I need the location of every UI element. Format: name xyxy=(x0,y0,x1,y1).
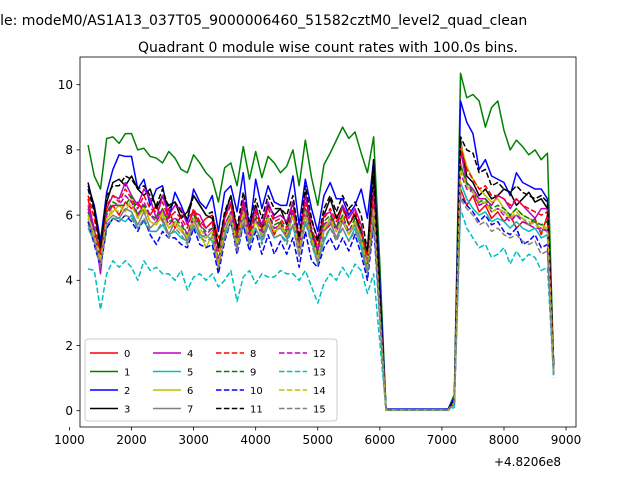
series-lines xyxy=(87,72,555,412)
series-line-2 xyxy=(87,100,555,410)
y-tick-label: 10 xyxy=(58,78,73,92)
x-tick-label: 3000 xyxy=(178,433,209,447)
series-line-11 xyxy=(87,136,555,411)
legend-label-12: 12 xyxy=(313,349,326,360)
series-line-14 xyxy=(87,168,555,411)
y-tick-label: 6 xyxy=(65,208,73,222)
series-line-12 xyxy=(87,171,555,411)
series-line-3 xyxy=(87,139,555,411)
legend-label-11: 11 xyxy=(250,404,263,415)
x-tick-label: 1000 xyxy=(54,433,85,447)
legend-label-5: 5 xyxy=(187,367,193,378)
y-tick-label: 8 xyxy=(65,143,73,157)
x-tick-label: 8000 xyxy=(489,433,520,447)
legend-label-7: 7 xyxy=(187,404,193,415)
legend-label-9: 9 xyxy=(250,367,256,378)
x-tick-label: 2000 xyxy=(116,433,147,447)
axes-frame xyxy=(79,56,577,428)
x-tick-label: 5000 xyxy=(302,433,333,447)
legend-label-4: 4 xyxy=(187,349,193,360)
legend-label-6: 6 xyxy=(187,386,193,397)
x-tick-label: 9000 xyxy=(551,433,582,447)
series-line-10 xyxy=(87,194,555,411)
x-tick-label: 7000 xyxy=(427,433,458,447)
y-tick-label: 2 xyxy=(65,339,73,353)
y-tick-label: 0 xyxy=(65,404,73,418)
series-line-1 xyxy=(87,72,555,410)
legend-label-2: 2 xyxy=(124,386,130,397)
chart-title: Quadrant 0 module wise count rates with … xyxy=(138,40,518,56)
legend-label-8: 8 xyxy=(250,349,256,360)
plot-area: 1000 2000 3000 4000 5000 6000 7000 8000 9000 0 2 4 6… xyxy=(54,56,582,447)
x-axis-offset-label: +4.8206e8 xyxy=(494,455,561,469)
series-line-13 xyxy=(87,207,555,412)
legend-label-3: 3 xyxy=(124,404,130,415)
series-line-15 xyxy=(87,198,555,411)
legend-frame xyxy=(84,338,338,422)
figure-suptitle: n file: modeM0/AS1A13_037T05_9000006460_… xyxy=(0,13,527,29)
series-line-8 xyxy=(87,145,555,411)
legend-label-1: 1 xyxy=(124,367,130,378)
legend-label-0: 0 xyxy=(124,349,130,360)
x-tick-label: 6000 xyxy=(365,433,396,447)
legend-label-15: 15 xyxy=(313,404,326,415)
legend-label-14: 14 xyxy=(313,386,326,397)
legend-label-10: 10 xyxy=(250,386,263,397)
y-tick-label: 4 xyxy=(65,274,73,288)
legend-label-13: 13 xyxy=(313,367,326,378)
x-tick-label: 4000 xyxy=(240,433,271,447)
